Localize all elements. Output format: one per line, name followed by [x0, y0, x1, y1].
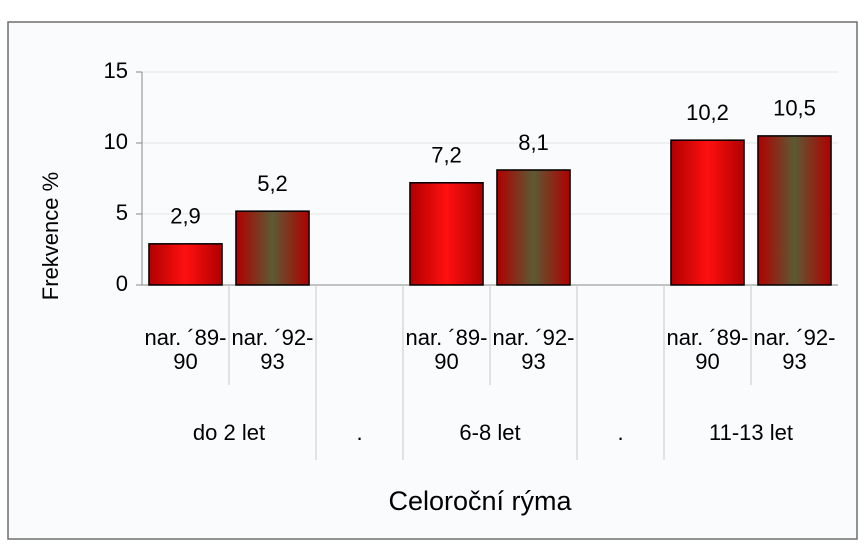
- x-tick-label: nar. ´89-90: [666, 325, 749, 374]
- bar: [757, 135, 832, 286]
- bar: [670, 139, 745, 286]
- y-tick-label: 10: [104, 129, 128, 154]
- group-label: 11-13 let: [709, 420, 793, 445]
- y-tick-label: 5: [116, 200, 128, 225]
- bar: [496, 169, 571, 286]
- group-label: .: [356, 420, 362, 445]
- group-label: 6-8 let: [459, 420, 520, 445]
- value-label: 10,5: [773, 96, 816, 121]
- value-label: 10,2: [686, 100, 729, 125]
- y-tick-label: 0: [116, 271, 128, 296]
- bar: [409, 182, 484, 286]
- x-tick-label: nar. ´92-93: [492, 325, 575, 374]
- x-tick-label: nar. ´92-93: [753, 325, 836, 374]
- x-tick-label: nar. ´92-93: [231, 325, 314, 374]
- value-label: 8,1: [518, 130, 549, 155]
- x-axis-label: Celoroční rýma: [388, 486, 572, 516]
- group-label: .: [617, 420, 623, 445]
- bar: [148, 243, 223, 286]
- value-label: 5,2: [257, 171, 288, 196]
- group-label: do 2 let: [193, 420, 265, 445]
- bar: [235, 210, 310, 286]
- y-tick-label: 15: [104, 58, 128, 83]
- value-label: 7,2: [431, 143, 462, 168]
- x-tick-label: nar. ´89-90: [405, 325, 488, 374]
- y-axis-label: Frekvence %: [38, 172, 63, 300]
- value-label: 2,9: [170, 204, 201, 229]
- x-tick-label: nar. ´89-90: [144, 325, 227, 374]
